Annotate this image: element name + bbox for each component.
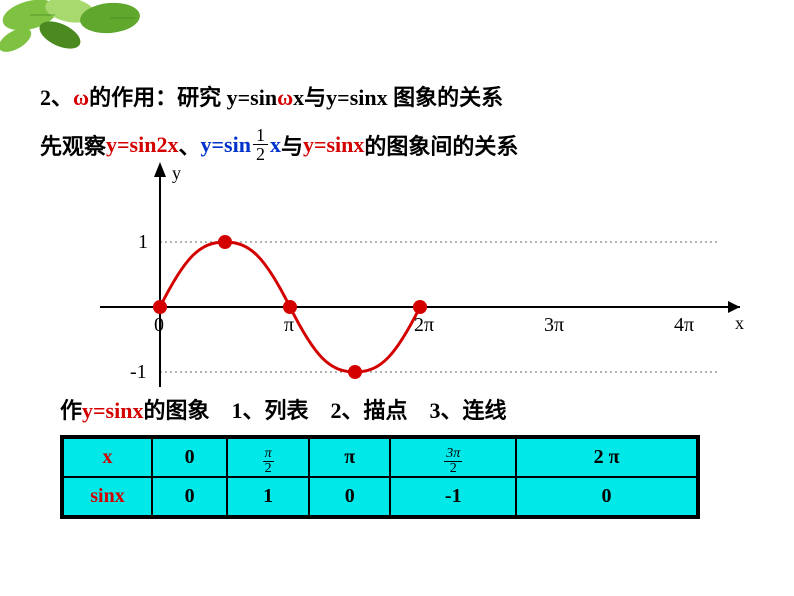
sep: 、 <box>178 129 200 161</box>
svg-text:0: 0 <box>154 314 164 336</box>
svg-text:1: 1 <box>138 231 148 253</box>
table-cell: 3π2 <box>390 437 516 477</box>
table-cell: 1 <box>227 477 309 517</box>
caption-line: 作y=sinx的图象 1、列表 2、描点 3、连线 <box>60 393 754 425</box>
table-cell: 0 <box>516 477 698 517</box>
svg-text:π: π <box>284 314 294 336</box>
sine-chart: y x 0 π 2π 3π 4π 1 -1 <box>100 157 760 387</box>
red1: y=sin2x <box>106 132 178 158</box>
table-cell: 0 <box>309 477 390 517</box>
table-cell: 2 π <box>516 437 698 477</box>
title-line-1: 2、ω的作用：研究 y=sinωx与y=sinx 图象的关系 <box>40 80 754 112</box>
svg-text:-1: -1 <box>130 361 147 383</box>
table-cell: 0 <box>152 477 227 517</box>
text2: x与y=sinx 图象的关系 <box>293 85 503 110</box>
text: 的作用：研究 y=sin <box>89 85 277 110</box>
blue-post: x <box>270 132 281 158</box>
svg-text:2π: 2π <box>414 314 434 336</box>
table-cell: π <box>309 437 390 477</box>
prefix: 2、 <box>40 85 73 110</box>
leaves-decoration <box>0 0 200 80</box>
svg-text:y: y <box>172 163 181 183</box>
blue-pre: y=sin <box>200 132 250 158</box>
content: 2、ω的作用：研究 y=sinωx与y=sinx 图象的关系 先观察y=sin2… <box>40 80 754 519</box>
table-cell: 0 <box>152 437 227 477</box>
omega2: ω <box>277 85 293 110</box>
suffix: 的图象间的关系 <box>364 129 518 161</box>
table: x0π2π3π22 πsinx010-10 <box>60 435 700 519</box>
red2: y=sinx <box>303 132 364 158</box>
table-cell: -1 <box>390 477 516 517</box>
svg-text:x: x <box>735 313 744 333</box>
sine-table: x0π2π3π22 πsinx010-10 <box>60 435 700 519</box>
mid: 与 <box>281 129 303 161</box>
table-cell: π2 <box>227 437 309 477</box>
table-header: x <box>62 437 152 477</box>
prefix: 先观察 <box>40 129 106 161</box>
svg-text:3π: 3π <box>544 314 564 336</box>
omega: ω <box>73 85 89 110</box>
svg-text:4π: 4π <box>674 314 694 336</box>
table-header: sinx <box>62 477 152 517</box>
chart-svg: y x 0 π 2π 3π 4π 1 -1 <box>100 157 760 387</box>
